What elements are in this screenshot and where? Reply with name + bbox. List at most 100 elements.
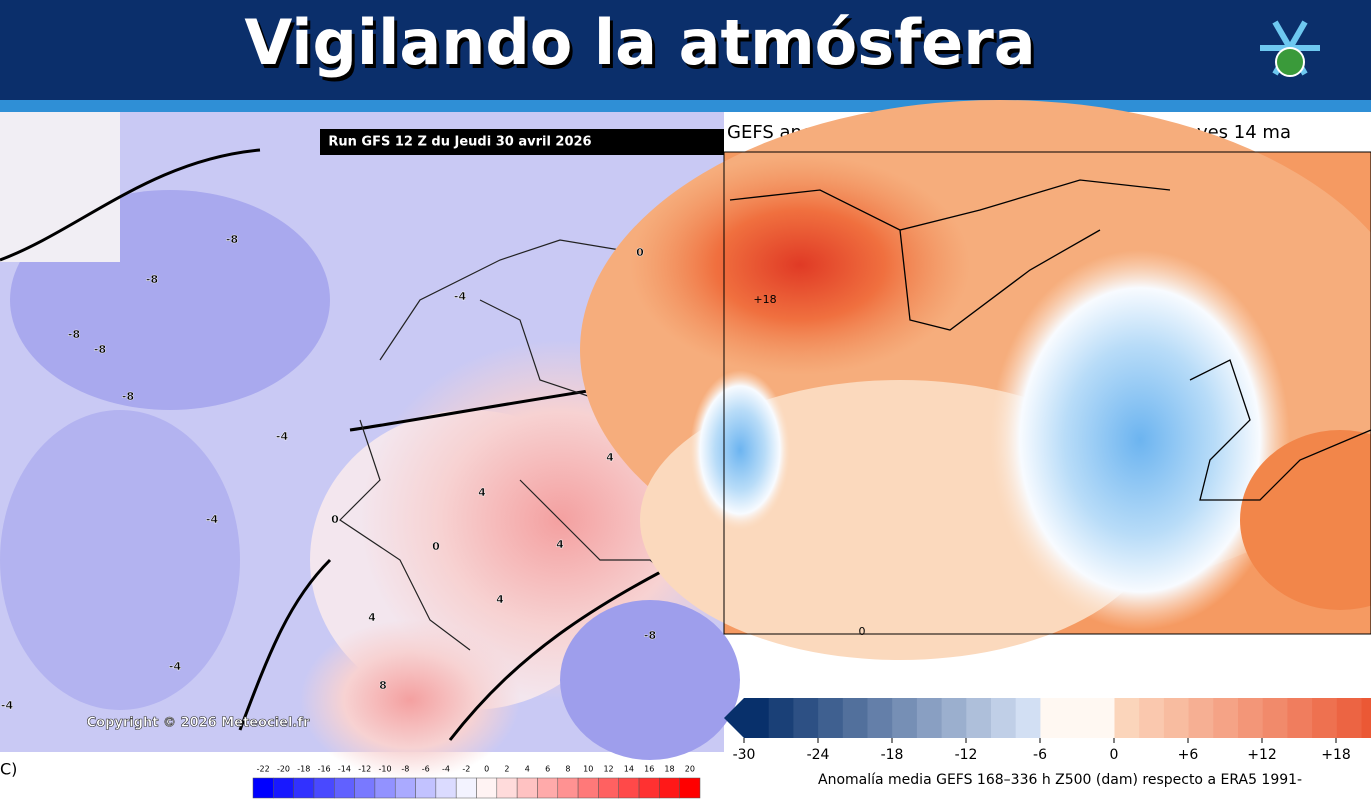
scale-label: -30 <box>733 747 756 763</box>
scale-cell <box>1040 698 1066 738</box>
contour-label: 0 <box>859 625 866 638</box>
scale-label: 12 <box>603 765 613 774</box>
copyright: Copyright © 2026 Meteociel.fr <box>87 716 310 731</box>
scale-cell <box>744 698 770 738</box>
scale-cell <box>1065 698 1091 738</box>
run-label: Run GFS 12 Z du Jeudi 30 avril 2026 <box>328 135 591 150</box>
scale-cell <box>659 777 680 799</box>
scale-cell <box>557 777 579 799</box>
contour-label: -4 <box>1 699 14 712</box>
scale-label: -18 <box>297 765 310 774</box>
contour-label: +18 <box>753 293 776 306</box>
scale-label: -16 <box>318 765 331 774</box>
contour-label: 0 <box>432 540 440 553</box>
contour-label: 8 <box>379 679 387 692</box>
scale-cell <box>768 698 794 738</box>
scale-label: 2 <box>504 765 509 774</box>
scale-cell <box>273 777 294 799</box>
scale-cell <box>1163 698 1190 738</box>
scale-label: -12 <box>955 747 978 763</box>
scale-label: 0 <box>1110 747 1119 763</box>
contour-label: -8 <box>146 273 158 286</box>
right-map: GEFS anomalías Geop. 500 hPa jueves 07 m… <box>580 100 1371 660</box>
scale-cell <box>842 698 868 738</box>
scale-cell <box>892 698 918 738</box>
scale-cell <box>1015 698 1041 738</box>
scale-label: 20 <box>685 765 695 774</box>
scale-cell <box>415 777 437 799</box>
scale-cell <box>394 777 416 799</box>
contour-label: 4 <box>496 593 504 606</box>
scale-cell <box>1213 698 1239 738</box>
scale-cell <box>1262 698 1288 738</box>
contour-label: -4 <box>276 430 289 443</box>
scale-label: -8 <box>401 765 409 774</box>
scale-cell <box>334 777 355 799</box>
scale-cell <box>941 698 967 738</box>
scale-cell <box>793 698 819 738</box>
scale-label: +12 <box>1247 747 1277 763</box>
scale-cell <box>313 777 335 799</box>
scale-cell <box>1361 698 1371 738</box>
scale-cell <box>1139 698 1165 738</box>
scale-cell <box>1188 698 1214 738</box>
contour-label: -8 <box>94 343 106 356</box>
contour-label: 4 <box>606 451 614 464</box>
contour-label: -8 <box>122 390 134 403</box>
scale-cell <box>455 777 477 799</box>
scale-cell <box>679 777 701 799</box>
scale-label: 10 <box>583 765 593 774</box>
scale-label: +6 <box>1178 747 1199 763</box>
scale-cell <box>516 777 538 799</box>
logo-globe <box>1275 47 1305 77</box>
scale-cell <box>638 777 660 799</box>
scale-cell <box>252 777 274 799</box>
scale-label: -24 <box>807 747 830 763</box>
scale-label: 16 <box>644 765 654 774</box>
contour-label: -4 <box>169 660 182 673</box>
contour-label: 0 <box>636 246 644 259</box>
scale-label: -14 <box>338 765 351 774</box>
scale-cell <box>537 777 559 799</box>
scale-cell <box>1238 698 1264 738</box>
scale-label: 6 <box>545 765 550 774</box>
scale-label: -20 <box>277 765 290 774</box>
scale-cell <box>1287 698 1313 738</box>
contour-label: 4 <box>368 611 376 624</box>
contour-label: 0 <box>331 513 339 526</box>
scale-cell <box>867 698 893 738</box>
corner-label: C) <box>0 760 17 779</box>
scale-arrow <box>724 698 744 738</box>
contour-label: -4 <box>206 513 219 526</box>
contour-label: -8 <box>644 629 656 642</box>
scale-cell <box>1114 698 1140 738</box>
scale-label: -12 <box>358 765 371 774</box>
scale-cell <box>476 777 498 799</box>
contour-label: -8 <box>68 328 80 341</box>
scale-cell <box>496 777 518 799</box>
scale-cell <box>966 698 992 738</box>
scale-label: 0 <box>484 765 489 774</box>
scale-label: -2 <box>462 765 470 774</box>
scale-cell <box>1336 698 1362 738</box>
scale-label: -6 <box>422 765 430 774</box>
scale-cell <box>435 777 457 799</box>
scale-label: -18 <box>881 747 904 763</box>
scale-label: -6 <box>1033 747 1047 763</box>
scale-cell <box>293 777 315 799</box>
logo-arm <box>1272 20 1293 50</box>
contour-label: -8 <box>226 233 238 246</box>
contour-label: -4 <box>454 290 467 303</box>
scale-label: -22 <box>257 765 270 774</box>
scale-label: 4 <box>525 765 530 774</box>
scale-label: 8 <box>565 765 570 774</box>
scale-cell <box>916 698 943 738</box>
scale-cell <box>354 777 376 799</box>
scale-cell <box>991 698 1017 738</box>
scale-caption: Anomalía media GEFS 168–336 h Z500 (dam)… <box>818 772 1302 788</box>
logo-arm <box>1287 20 1308 50</box>
contour-label: 4 <box>478 486 486 499</box>
scale-label: -4 <box>442 765 450 774</box>
